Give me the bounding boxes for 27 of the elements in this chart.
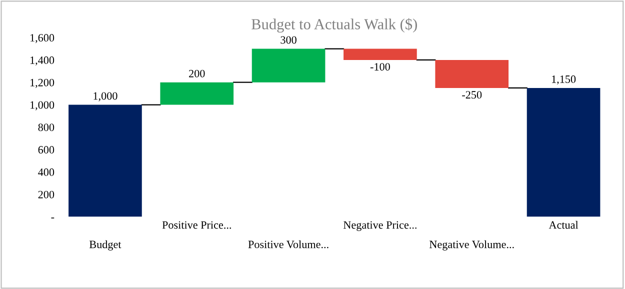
data-label: 1,000 [94,92,118,102]
bar [160,82,234,105]
y-tick-label: 200 [38,190,54,198]
y-tick-label: 800 [38,124,54,132]
data-label: 1,150 [552,75,576,85]
chart-title: Budget to Actuals Walk ($) [252,18,417,33]
data-label: 200 [189,70,205,78]
bar [344,48,417,60]
y-tick-label: 1,000 [30,101,54,110]
y-tick-label: 1,600 [30,34,54,44]
y-tick-label: 1,200 [30,78,54,88]
x-tick-label: Positive Volume... [248,240,328,248]
x-tick-label: Positive Price... [162,221,232,229]
x-tick-label: Actual [548,220,578,229]
data-label: -100 [370,63,390,71]
bar [435,60,509,88]
data-label: -250 [462,91,482,99]
x-tick-label: Negative Price... [344,221,416,231]
data-label: 300 [280,36,296,44]
bar [526,88,600,217]
x-tick-label: Budget [89,240,122,250]
bar [252,48,326,82]
y-tick-label: 400 [38,168,54,176]
y-tick-label: 1,400 [30,56,54,66]
y-tick-label: 600 [38,146,54,154]
bar [68,104,142,217]
x-tick-label: Negative Volume... [430,240,514,250]
